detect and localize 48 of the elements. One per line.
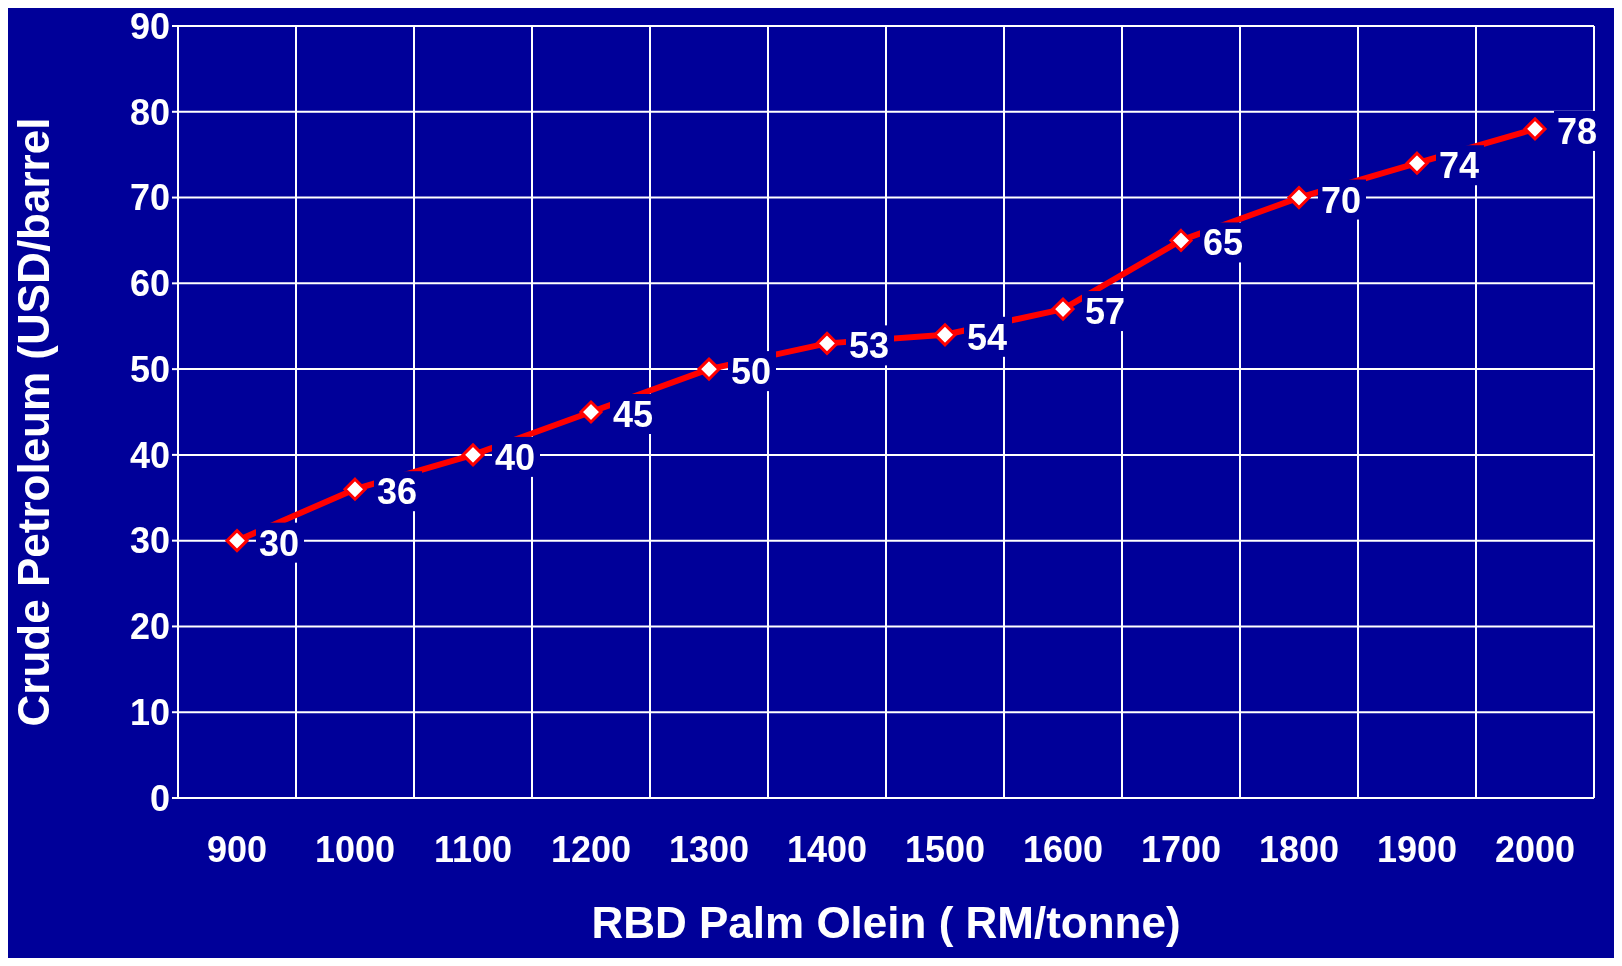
y-tick-label: 30 [129, 520, 170, 562]
point [815, 331, 839, 355]
x-tick-label: 2000 [1494, 828, 1576, 870]
x-tick-label: 1100 [433, 828, 513, 870]
data-label: 70 [1321, 179, 1362, 221]
x-tick-label: 1700 [1140, 828, 1222, 870]
data-label: 30 [259, 522, 300, 564]
point [1169, 228, 1193, 252]
point [1287, 186, 1311, 210]
y-tick-label: 70 [129, 177, 170, 219]
y-tick-label: 20 [129, 606, 170, 648]
data-label: 53 [849, 325, 890, 367]
x-tick-label: 1000 [314, 828, 396, 870]
x-tick-label: 1900 [1376, 828, 1458, 870]
point [343, 477, 367, 501]
y-tick-label: 0 [149, 777, 170, 819]
y-tick-label: 90 [129, 5, 170, 47]
x-tick-label: 1300 [668, 828, 750, 870]
data-label: 54 [967, 316, 1008, 358]
point [225, 529, 249, 553]
data-label: 78 [1557, 110, 1598, 152]
point [933, 323, 957, 347]
y-tick-label: 50 [129, 348, 170, 390]
x-tick-label: 1400 [786, 828, 868, 870]
y-tick-label: 60 [129, 263, 170, 305]
data-label: 65 [1203, 222, 1244, 264]
x-tick-label: 1800 [1258, 828, 1340, 870]
y-tick-label: 80 [129, 91, 170, 133]
data-label: 40 [495, 436, 536, 478]
x-tick-label: 1500 [904, 828, 986, 870]
y-tick-label: 10 [129, 692, 170, 733]
data-label: 50 [731, 351, 772, 393]
point [1405, 151, 1429, 175]
x-tick-label: 1600 [1022, 828, 1104, 870]
y-axis-title: Crude Petroleum (USD/barrel [8, 117, 58, 727]
x-axis-title: RBD Palm Olein ( RM/tonne) [591, 898, 1181, 947]
y-tick-label: 40 [129, 434, 170, 476]
x-tick-label: 1200 [550, 828, 632, 870]
data-label: 36 [377, 471, 418, 513]
point [697, 357, 721, 381]
data-label: 57 [1085, 291, 1126, 333]
point [1523, 117, 1547, 141]
point [579, 400, 603, 424]
point [1051, 297, 1075, 321]
x-tick-label: 900 [206, 828, 268, 870]
data-label: 74 [1439, 145, 1480, 187]
point [461, 443, 485, 467]
data-label: 45 [613, 394, 654, 435]
